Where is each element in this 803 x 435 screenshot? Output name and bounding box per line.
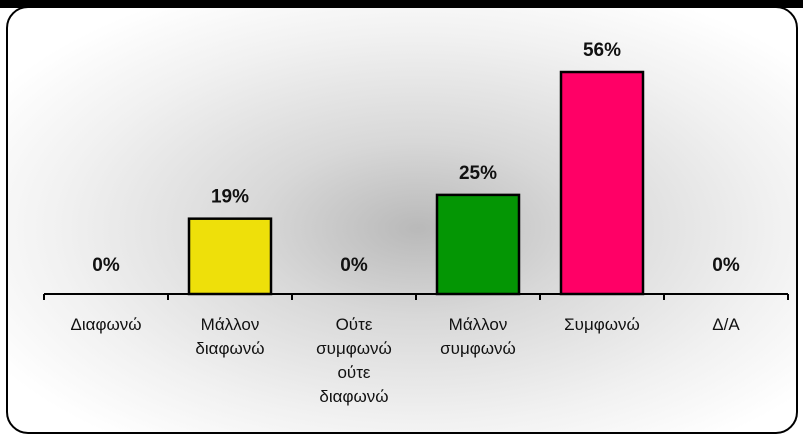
- category-label-1-line-0: Μάλλον: [201, 315, 260, 334]
- bar-3: [435, 193, 521, 296]
- category-label-2-line-3: διαφωνώ: [319, 387, 388, 406]
- value-label-0: 0%: [92, 255, 120, 276]
- category-label-1-line-1: διαφωνώ: [195, 339, 264, 358]
- chart-frame: [6, 6, 798, 434]
- value-label-5: 0%: [712, 255, 740, 276]
- category-labels-group: Διαφωνώ Μάλλον διαφωνώ Ούτε συμφωνώ ούτε διαφω…: [70, 315, 740, 406]
- bar-1: [187, 217, 273, 296]
- bars-group: [187, 70, 645, 296]
- category-label-2-line-1: συμφωνώ: [316, 339, 392, 358]
- value-label-3: 25%: [459, 163, 497, 184]
- value-label-4: 56%: [583, 40, 621, 61]
- category-label-2-line-0: Ούτε: [336, 315, 373, 334]
- category-label-3-line-0: Μάλλον: [449, 315, 508, 334]
- x-axis: [43, 293, 789, 300]
- top-border-bar: [0, 0, 803, 8]
- category-label-5-line-0: Δ/Α: [712, 315, 740, 334]
- value-labels-group: 0% 19% 0% 25% 56% 0%: [92, 40, 740, 276]
- category-label-4-line-0: Συμφωνώ: [564, 315, 640, 334]
- category-label-0-line-0: Διαφωνώ: [70, 315, 141, 334]
- category-label-3-line-1: συμφωνώ: [440, 339, 516, 358]
- value-label-2: 0%: [340, 255, 368, 276]
- bar-4: [559, 70, 645, 296]
- category-label-2-line-2: ούτε: [337, 363, 370, 382]
- value-label-1: 19%: [211, 187, 249, 208]
